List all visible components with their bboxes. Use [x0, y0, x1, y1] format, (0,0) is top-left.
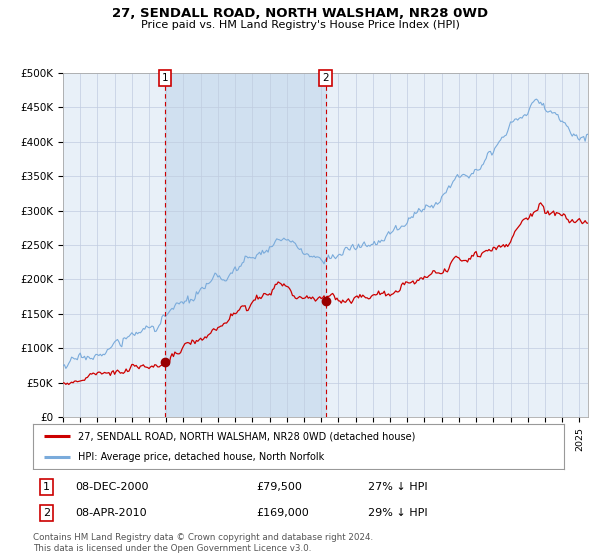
Text: 08-APR-2010: 08-APR-2010 [76, 508, 147, 518]
Text: 27, SENDALL ROAD, NORTH WALSHAM, NR28 0WD (detached house): 27, SENDALL ROAD, NORTH WALSHAM, NR28 0W… [78, 431, 416, 441]
Text: Contains HM Land Registry data © Crown copyright and database right 2024.
This d: Contains HM Land Registry data © Crown c… [33, 533, 373, 553]
Text: £169,000: £169,000 [256, 508, 309, 518]
Text: 08-DEC-2000: 08-DEC-2000 [76, 482, 149, 492]
Text: 2: 2 [322, 73, 329, 83]
Text: HPI: Average price, detached house, North Norfolk: HPI: Average price, detached house, Nort… [78, 451, 325, 461]
Text: 27, SENDALL ROAD, NORTH WALSHAM, NR28 0WD: 27, SENDALL ROAD, NORTH WALSHAM, NR28 0W… [112, 7, 488, 20]
Text: Price paid vs. HM Land Registry's House Price Index (HPI): Price paid vs. HM Land Registry's House … [140, 20, 460, 30]
Text: 1: 1 [43, 482, 50, 492]
Bar [165, 73, 326, 417]
Text: £79,500: £79,500 [256, 482, 302, 492]
Text: 2: 2 [43, 508, 50, 518]
Text: 29% ↓ HPI: 29% ↓ HPI [368, 508, 427, 518]
Text: 1: 1 [161, 73, 168, 83]
Text: 27% ↓ HPI: 27% ↓ HPI [368, 482, 427, 492]
